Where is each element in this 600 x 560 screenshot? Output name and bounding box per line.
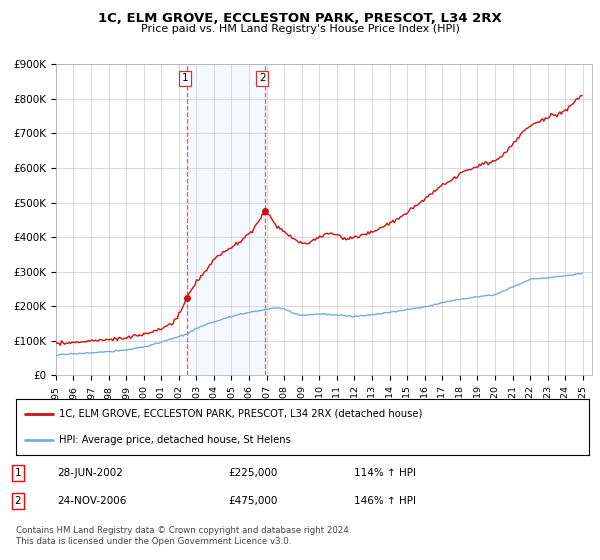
Text: 28-JUN-2002: 28-JUN-2002 bbox=[57, 468, 123, 478]
Text: £225,000: £225,000 bbox=[228, 468, 277, 478]
Text: 146% ↑ HPI: 146% ↑ HPI bbox=[354, 496, 416, 506]
Text: Contains HM Land Registry data © Crown copyright and database right 2024.
This d: Contains HM Land Registry data © Crown c… bbox=[16, 526, 352, 546]
Text: 24-NOV-2006: 24-NOV-2006 bbox=[57, 496, 127, 506]
Text: Price paid vs. HM Land Registry's House Price Index (HPI): Price paid vs. HM Land Registry's House … bbox=[140, 24, 460, 34]
Text: 2: 2 bbox=[259, 73, 266, 83]
Text: £475,000: £475,000 bbox=[228, 496, 277, 506]
Text: 1C, ELM GROVE, ECCLESTON PARK, PRESCOT, L34 2RX: 1C, ELM GROVE, ECCLESTON PARK, PRESCOT, … bbox=[98, 12, 502, 25]
Text: 1: 1 bbox=[14, 468, 22, 478]
Text: 2: 2 bbox=[14, 496, 22, 506]
Text: 114% ↑ HPI: 114% ↑ HPI bbox=[354, 468, 416, 478]
Text: 1C, ELM GROVE, ECCLESTON PARK, PRESCOT, L34 2RX (detached house): 1C, ELM GROVE, ECCLESTON PARK, PRESCOT, … bbox=[59, 409, 422, 419]
Text: 1: 1 bbox=[181, 73, 188, 83]
Text: HPI: Average price, detached house, St Helens: HPI: Average price, detached house, St H… bbox=[59, 435, 291, 445]
Bar bbox=[187, 64, 265, 375]
